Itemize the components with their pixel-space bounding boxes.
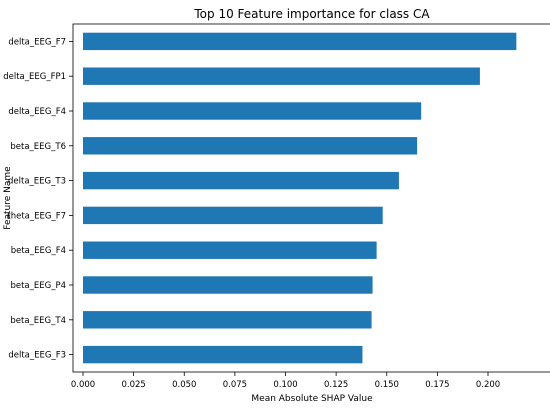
y-tick-label: beta_EEG_T4 [10, 316, 66, 326]
y-axis-label: Feature Name [3, 166, 13, 230]
x-axis-label: Mean Absolute SHAP Value [251, 394, 373, 404]
x-tick-label: 0.150 [375, 380, 399, 390]
bar-beta_EEG_P4 [83, 276, 373, 294]
bar-beta_EEG_T4 [83, 311, 372, 329]
y-tick-label: beta_EEG_P4 [10, 281, 66, 291]
x-tick-label: 0.125 [324, 380, 348, 390]
x-tick-label: 0.050 [172, 380, 196, 390]
chart-title: Top 10 Feature importance for class CA [193, 7, 430, 21]
x-tick-label: 0.025 [121, 380, 145, 390]
plot-frame [72, 23, 550, 373]
y-tick-label: delta_EEG_F7 [8, 37, 66, 47]
y-tick-label: beta_EEG_F4 [11, 246, 66, 256]
x-tick-label: 0.100 [273, 380, 297, 390]
y-tick-label: delta_EEG_FP1 [3, 72, 66, 82]
y-tick-label: delta_EEG_F3 [8, 351, 66, 361]
bar-delta_EEG_F4 [83, 102, 422, 120]
x-tick-label: 0.000 [71, 380, 95, 390]
x-ticks-group: 0.000 0.025 0.050 0.075 0.100 0.125 0.150 0.175… [71, 372, 500, 390]
bar-beta_EEG_F4 [83, 241, 377, 259]
bar-delta_EEG_F7 [83, 32, 517, 51]
y-ticks-group: delta_EEG_F7 delta_EEG_FP1 delta_EEG_F4bet… [3, 37, 73, 361]
x-tick-label: 0.200 [476, 380, 500, 390]
bar-beta_EEG_T6 [83, 137, 418, 155]
bar-delta_EEG_FP1 [83, 67, 480, 85]
y-tick-label: delta_EEG_F4 [8, 107, 66, 117]
bars-group [83, 32, 517, 364]
x-tick-label: 0.075 [223, 380, 247, 390]
bar-delta_EEG_T3 [83, 171, 399, 190]
bar-theta_EEG_F7 [83, 206, 383, 225]
x-tick-label: 0.175 [425, 380, 449, 390]
y-tick-label: beta_EEG_T6 [10, 142, 66, 152]
y-tick-label: theta_EEG_F7 [7, 211, 66, 221]
bar-delta_EEG_F3 [83, 345, 363, 364]
y-tick-label: delta_EEG_T3 [8, 177, 66, 187]
